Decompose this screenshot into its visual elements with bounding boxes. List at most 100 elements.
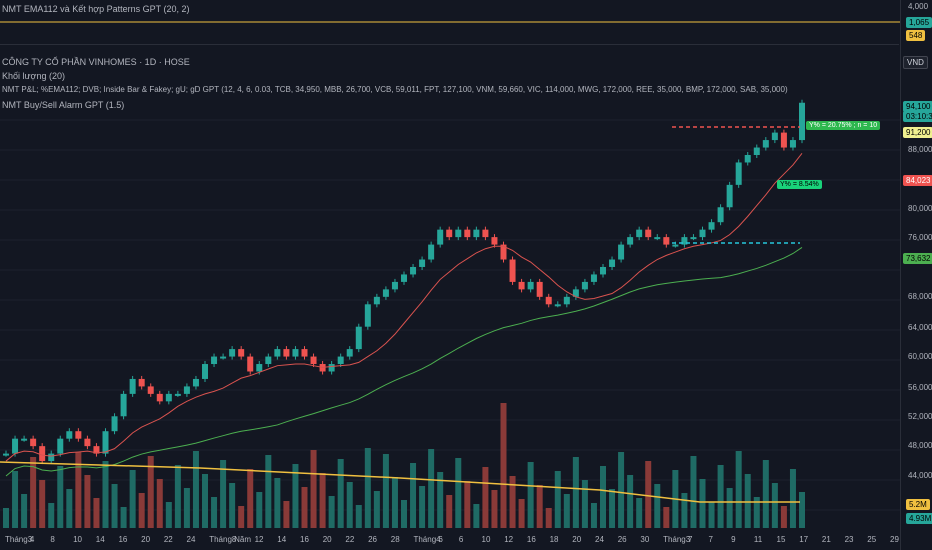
volume-bar [636, 498, 643, 528]
volume-bar [229, 483, 236, 528]
volume-bar [364, 448, 371, 528]
volume-bar [66, 489, 73, 528]
volume-bar [174, 465, 181, 528]
candle-body [672, 244, 679, 247]
candle-body [382, 289, 389, 297]
candle-body [346, 349, 353, 357]
time-axis-label: 16 [300, 535, 309, 544]
candle-body [274, 349, 281, 357]
candle-body [663, 237, 670, 245]
candle-body [84, 438, 91, 447]
volume-bar [265, 455, 272, 528]
candle-body [636, 229, 643, 238]
time-axis-label: Tháng 6 [413, 535, 443, 544]
volume-bar [84, 475, 91, 528]
price-axis-label: 80,000 [908, 204, 932, 213]
candle-body [328, 364, 335, 372]
candle-body [699, 229, 706, 238]
candle-body [48, 453, 55, 462]
time-axis-label: 26 [368, 535, 377, 544]
volume-bar [211, 497, 218, 528]
candle-body [753, 147, 760, 156]
candle-body [536, 281, 543, 297]
volume-bar [554, 471, 561, 528]
time-axis-label: 18 [549, 535, 559, 544]
time-axis-label: 12 [504, 535, 514, 544]
time-axis-label: 9 [731, 535, 736, 544]
time-axis-label: 7 [708, 535, 713, 544]
volume-bar [627, 475, 634, 528]
volume-bar [572, 457, 579, 528]
volume-bar [491, 490, 498, 528]
candle-body [93, 446, 100, 454]
countdown-tag: 03:10:31 [903, 111, 932, 122]
candle-body [581, 281, 588, 290]
candle-body [3, 453, 9, 456]
pnl-indicator-label[interactable]: NMT P&L; %EMA112; DVB; Inside Bar & Fake… [2, 85, 788, 94]
time-axis-label: 14 [95, 535, 105, 544]
candle-body [491, 237, 498, 245]
symbol-title[interactable]: CÔNG TY CỔ PHẦN VINHOMES · 1D · HOSE [2, 57, 190, 67]
candle-body [654, 237, 661, 240]
time-axis-label: 3 [27, 535, 33, 544]
price-axis[interactable] [900, 0, 932, 550]
last-price-tag: 94,100 [903, 101, 932, 112]
volume-ma-line [0, 461, 800, 503]
candle-body [147, 386, 154, 394]
time-axis-label: 24 [186, 535, 196, 544]
candle-body [762, 140, 769, 148]
candle-body [111, 416, 118, 432]
candle-body [183, 386, 190, 394]
price-axis-label: 60,000 [908, 352, 932, 361]
candle-body [12, 438, 19, 454]
candle-body [30, 438, 37, 447]
time-axis-label: 15 [776, 535, 786, 544]
pane-separator [0, 44, 899, 45]
volume-tag: 4.93M [906, 513, 932, 524]
volume-bar [437, 472, 444, 528]
volume-bar [500, 403, 507, 528]
candle-body [373, 296, 380, 305]
volume-bar [292, 464, 299, 528]
candle-body [337, 356, 344, 365]
volume-indicator-label[interactable]: Khối lượng (20) [2, 71, 65, 81]
candle-body [473, 229, 480, 238]
candle-body [391, 281, 398, 290]
alarm-indicator-label[interactable]: NMT Buy/Sell Alarm GPT (1.5) [2, 100, 125, 110]
candle-body [627, 237, 634, 245]
candle-body [482, 229, 489, 238]
volume-bar [192, 451, 199, 528]
volume-bar [645, 461, 652, 528]
price-axis-label: 48,000 [908, 441, 932, 450]
volume-bar [165, 502, 172, 528]
candle-body [726, 184, 733, 208]
time-axis-label: 8 [50, 535, 55, 544]
volume-bar [256, 492, 263, 528]
volume-bar [717, 465, 724, 528]
time-axis-label: 10 [73, 535, 82, 544]
candle-body [283, 349, 290, 357]
volume-bar [699, 479, 706, 528]
time-axis-label: 28 [390, 535, 400, 544]
ema-price-tag: 91,200 [903, 127, 932, 138]
volume-bar [401, 500, 407, 528]
candle-body [645, 229, 652, 238]
candle-body [437, 229, 444, 245]
time-axis-label: 29 [890, 535, 899, 544]
volume-bar [355, 505, 362, 528]
top-axis-label: 4,000 [908, 2, 929, 11]
candle-body [301, 349, 308, 357]
time-axis-label: 21 [821, 535, 831, 544]
top-tag-1: 1,065 [906, 17, 932, 28]
time-axis-label: 17 [799, 535, 809, 544]
time-axis-label: 12 [254, 535, 264, 544]
volume-bar [609, 489, 616, 528]
top-indicator-title[interactable]: NMT EMA112 và Kết hợp Patterns GPT (20, … [2, 4, 190, 14]
currency-button[interactable]: VND [903, 56, 928, 69]
volume-bar [337, 459, 344, 528]
volume-bar [762, 460, 769, 528]
candle-body [310, 356, 317, 365]
volume-bar [373, 491, 380, 528]
